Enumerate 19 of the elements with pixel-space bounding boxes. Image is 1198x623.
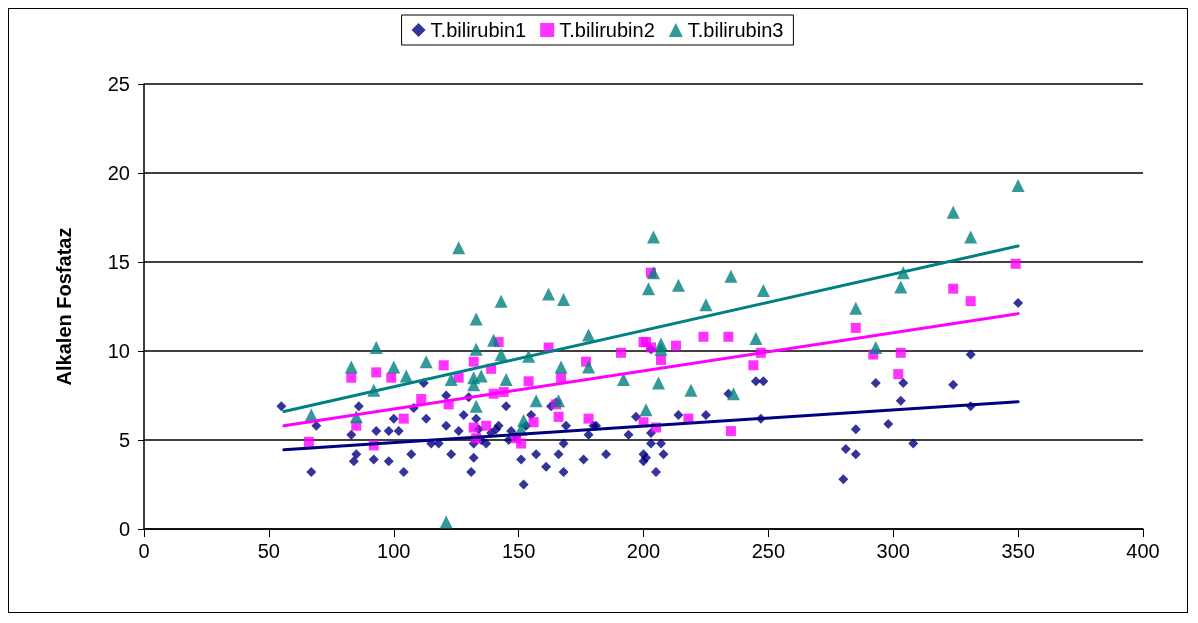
y-tick-label: 5 (118, 429, 130, 451)
x-tick-label: 0 (138, 540, 150, 562)
y-tick-label: 20 (107, 162, 130, 184)
y-tick-label: 15 (107, 251, 130, 273)
x-tick-label: 100 (377, 540, 411, 562)
y-tick-label: 25 (107, 73, 130, 95)
x-tick-label: 400 (1126, 540, 1160, 562)
legend-label: T.bilirubin3 (687, 19, 784, 41)
legend-label: T.bilirubin1 (430, 19, 527, 41)
y-axis-title: Alkalen Fosfataz (53, 227, 75, 386)
x-tick-label: 250 (751, 540, 786, 562)
y-tick-label: 0 (118, 518, 130, 540)
x-tick-label: 350 (1001, 540, 1035, 562)
x-tick-label: 300 (876, 540, 910, 562)
y-tick-label: 10 (107, 340, 130, 362)
x-tick-label: 50 (257, 540, 280, 562)
x-tick-label: 150 (501, 540, 536, 562)
x-tick-label: 200 (626, 540, 661, 562)
legend-label: T.bilirubin2 (559, 19, 655, 41)
